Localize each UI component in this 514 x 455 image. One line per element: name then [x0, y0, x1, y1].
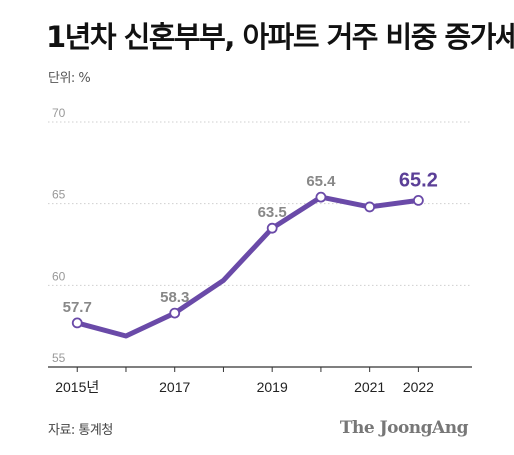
x-tick-label-2022: 2022 — [403, 379, 434, 395]
y-tick-label-65: 65 — [52, 188, 66, 202]
data-point-2019 — [266, 222, 278, 234]
data-point-2022 — [412, 194, 424, 206]
x-tick-label-2015: 2015년 — [55, 379, 99, 395]
y-tick-label-55: 55 — [52, 351, 66, 365]
publisher-logo: The JoongAng — [339, 418, 469, 438]
data-points — [71, 191, 424, 329]
data-point-2020 — [315, 191, 327, 203]
y-tick-label-60: 60 — [52, 269, 66, 283]
x-axis-ticks: 2015년 2017 2019 2021 2022 — [55, 379, 434, 395]
data-point-2017 — [169, 307, 181, 319]
data-labels: 57.7 58.3 63.5 65.4 65.2 — [63, 169, 438, 316]
data-label-2020: 65.4 — [306, 173, 336, 190]
data-label-2017: 58.3 — [160, 289, 189, 306]
data-label-2022: 65.2 — [399, 169, 438, 191]
x-tick-label-2021: 2021 — [354, 379, 385, 395]
chart-title: 1년차 신혼부부, 아파트 거주 비중 증가세 — [46, 20, 514, 54]
series-line — [74, 194, 421, 339]
unit-label: 단위: % — [48, 71, 91, 86]
series-group — [74, 194, 421, 339]
source-note: 자료: 통계청 — [48, 423, 113, 438]
y-axis-ticks: 55 60 65 70 — [52, 106, 66, 365]
x-tick-label-2017: 2017 — [159, 379, 190, 395]
data-label-2015: 57.7 — [63, 299, 92, 316]
x-tick-label-2019: 2019 — [257, 379, 288, 395]
y-tick-label-70: 70 — [52, 106, 66, 120]
x-axis — [48, 366, 472, 372]
data-point-2021 — [364, 201, 376, 213]
data-point-2015 — [71, 317, 83, 329]
data-label-2019: 63.5 — [258, 204, 287, 221]
